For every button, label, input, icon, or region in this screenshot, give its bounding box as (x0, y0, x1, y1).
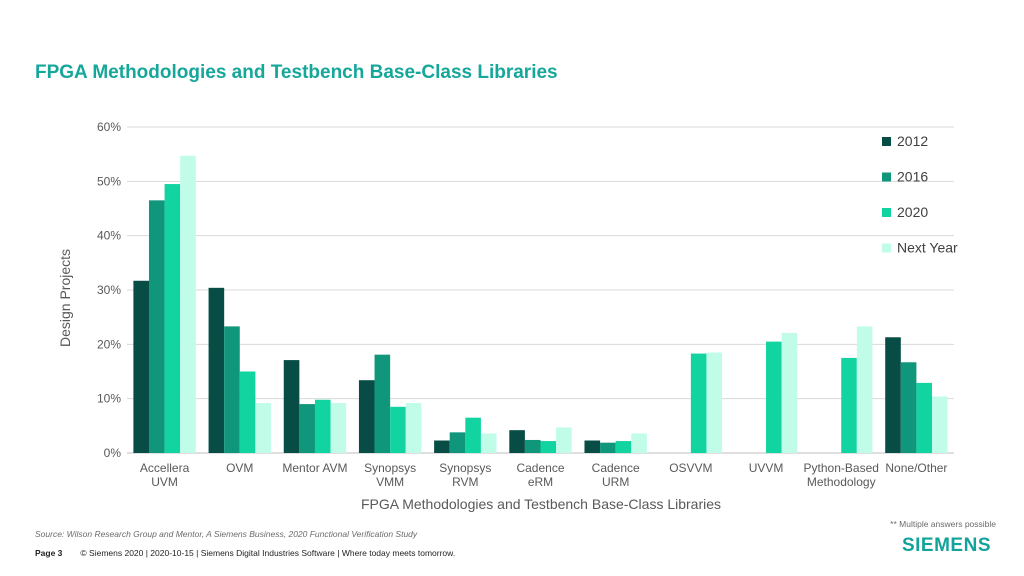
bar-2020 (390, 406, 406, 453)
x-tick-label: Synopsys VMM (364, 461, 416, 489)
page-title: FPGA Methodologies and Testbench Base-Cl… (35, 62, 558, 83)
y-tick-label: 10% (97, 392, 121, 406)
source-note: Source: Wilson Research Group and Mentor… (35, 529, 418, 539)
bar-2020 (540, 441, 557, 453)
footer: Page 3 © Siemens 2020 | 2020-10-15 | Siem… (35, 548, 455, 558)
x-tick-label: OVM (226, 461, 253, 475)
x-tick-label: Cadence eRM (516, 461, 564, 489)
legend-swatch (882, 208, 891, 217)
y-tick-label: 20% (97, 337, 121, 351)
bar-next-year (405, 403, 422, 453)
legend-label: 2016 (897, 169, 928, 185)
x-tick-label: Cadence URM (592, 461, 640, 489)
bar-2012 (283, 360, 300, 453)
bar-2020 (841, 357, 857, 453)
bar-2016 (524, 439, 541, 453)
bar-2016 (900, 362, 917, 453)
x-tick-label: OSVVM (669, 461, 712, 475)
x-tick-label: Mentor AVM (282, 461, 347, 475)
x-tick-label: Synopsys RVM (439, 461, 491, 489)
bar-2016 (224, 326, 240, 453)
bar-2012 (885, 337, 901, 453)
page-number: Page 3 (35, 548, 63, 558)
bar-2016 (600, 442, 616, 453)
x-tick-label: None/Other (885, 461, 947, 475)
bar-next-year (932, 396, 948, 453)
y-tick-label: 0% (104, 446, 122, 460)
bar-2012 (358, 380, 375, 453)
bar-next-year (330, 403, 347, 453)
footer-text: © Siemens 2020 | 2020-10-15 | Siemens Di… (80, 548, 456, 558)
y-tick-label: 30% (97, 283, 121, 297)
bar-next-year (706, 352, 723, 453)
x-axis-title: FPGA Methodologies and Testbench Base-Cl… (361, 496, 721, 512)
bar-next-year (856, 326, 873, 453)
bar-next-year (255, 403, 271, 453)
bar-next-year (180, 155, 196, 453)
bar-next-year (781, 332, 798, 453)
bar-next-year (631, 433, 647, 453)
bar-2020 (615, 441, 632, 453)
bar-2020 (766, 341, 782, 453)
siemens-logo: SIEMENS (901, 535, 991, 556)
y-tick-label: 40% (97, 229, 121, 243)
bar-2020 (690, 353, 707, 453)
bar-2016 (148, 200, 165, 453)
multiple-answers-note: ** Multiple answers possible (890, 519, 996, 529)
bar-2016 (374, 354, 391, 453)
x-tick-label: Accellera UVM (140, 461, 190, 489)
bar-2020 (164, 184, 181, 454)
bar-2020 (465, 417, 481, 453)
y-tick-label: 50% (97, 174, 121, 188)
bar-2016 (299, 404, 315, 453)
bar-next-year (556, 427, 572, 453)
legend-label: 2020 (897, 204, 928, 220)
bar-2012 (434, 440, 450, 453)
bar-2012 (208, 287, 225, 453)
legend-swatch (882, 172, 891, 182)
legend-label: 2012 (897, 133, 928, 149)
bar-chart: 0% 10% 20% 30% 40% 50% 60% Accellera UVM OVM Ment… (57, 120, 958, 512)
bar-2020 (314, 399, 331, 453)
y-tick-labels: 0% 10% 20% 30% 40% 50% 60% (97, 120, 121, 460)
bar-2020 (916, 382, 933, 453)
legend: 2012 2016 2020 Next Year (882, 133, 958, 256)
x-tick-label: Python-Based Methodology (804, 461, 879, 489)
legend-swatch (882, 137, 891, 146)
x-tick-label: UVVM (749, 461, 784, 475)
legend-swatch (882, 243, 891, 253)
y-tick-label: 60% (97, 120, 121, 134)
y-axis-title: Design Projects (57, 249, 73, 347)
bar-2016 (449, 432, 466, 453)
legend-label: Next Year (897, 240, 958, 256)
bar-2012 (584, 440, 601, 453)
x-tick-labels: Accellera UVM OVM Mentor AVM Synopsys VMM Syno… (140, 461, 948, 489)
bar-2012 (133, 280, 149, 453)
bars (133, 155, 948, 454)
bar-2020 (239, 371, 256, 453)
bar-2012 (509, 430, 525, 453)
bar-next-year (480, 433, 497, 453)
